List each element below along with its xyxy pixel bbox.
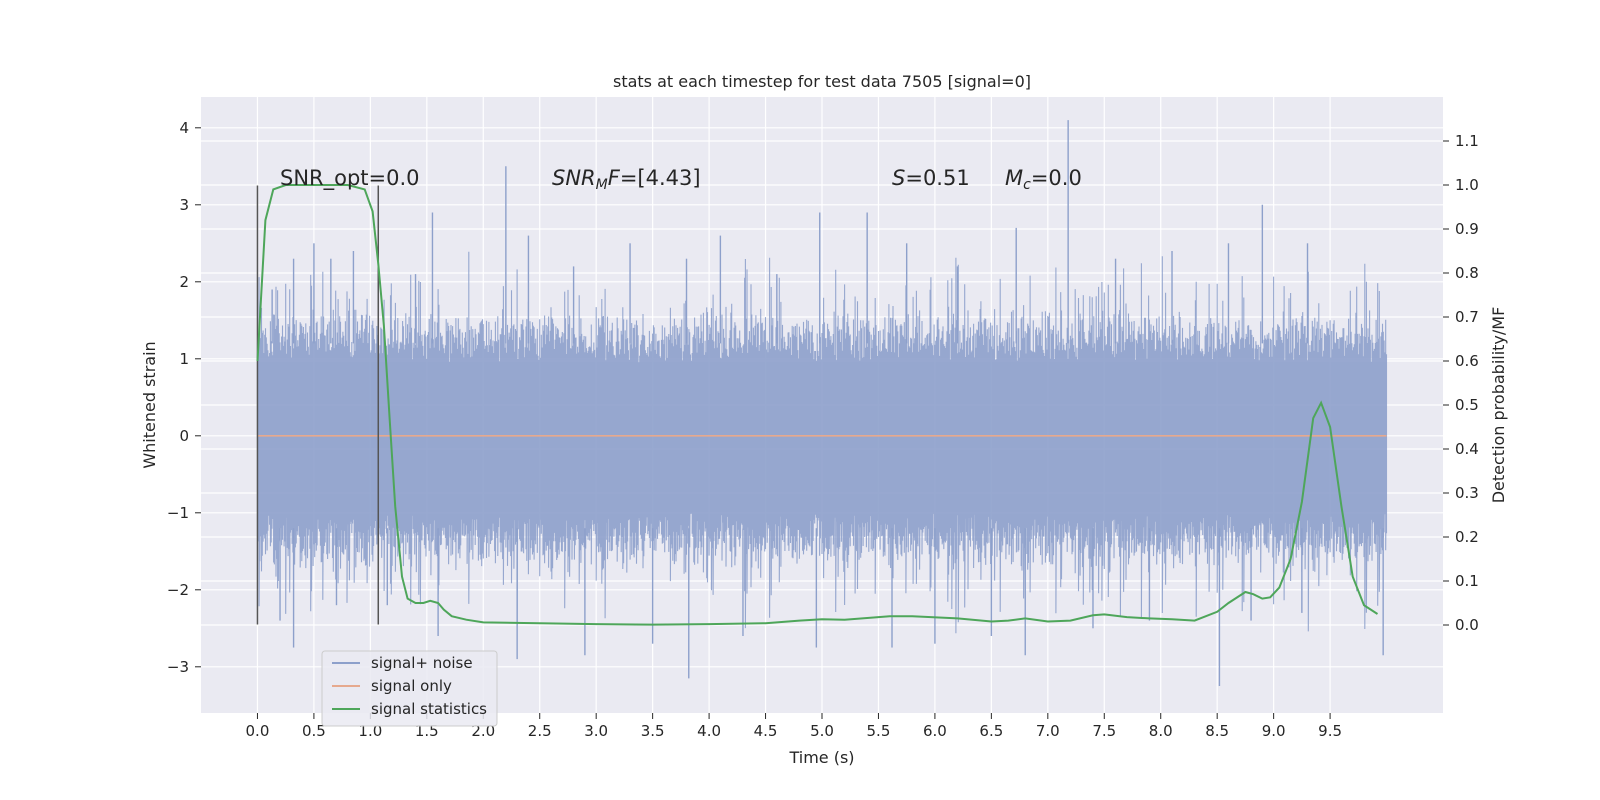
- x-tick-label-19: 9.5: [1318, 722, 1342, 740]
- left-y-tick-label-5: 2: [179, 273, 189, 291]
- left-y-axis-label: Whitened strain: [140, 341, 159, 468]
- x-tick-label-14: 7.0: [1036, 722, 1060, 740]
- legend-box: [321, 650, 498, 727]
- right-y-tick-label-8: 0.8: [1455, 264, 1479, 282]
- x-axis-label: Time (s): [788, 748, 854, 767]
- left-y-tick-label-0: −3: [167, 658, 189, 676]
- right-y-tick-label-4: 0.4: [1455, 440, 1479, 458]
- x-tick-label-8: 4.0: [697, 722, 721, 740]
- legend: signal+ noise signal only signal statist…: [321, 650, 498, 727]
- right-y-tick-label-6: 0.6: [1455, 352, 1479, 370]
- legend-label-signal-statistics: signal statistics: [371, 700, 487, 718]
- series-signal-noise: [256, 120, 1388, 687]
- right-y-tick-label-10: 1.0: [1455, 176, 1479, 194]
- annotation-snr-opt: SNR_opt=0.0: [280, 166, 420, 191]
- right-y-tick-label-5: 0.5: [1455, 396, 1479, 414]
- x-tick-label-11: 5.5: [867, 722, 891, 740]
- x-tick-label-17: 8.5: [1205, 722, 1229, 740]
- series-signal-statistics: [256, 184, 1379, 626]
- x-tick-label-12: 6.0: [923, 722, 947, 740]
- right-y-tick-label-0: 0.0: [1455, 616, 1479, 634]
- left-y-ticks: −3 −2 −1 0 1 2 3 4: [167, 119, 201, 676]
- x-tick-label-10: 5.0: [810, 722, 834, 740]
- left-y-tick-label-7: 4: [179, 119, 189, 137]
- annotation-mc: Mc=0.0: [1005, 166, 1082, 193]
- x-ticks: 0.0 0.5 1.0 1.5 2.0 2.5 3.0 3.5 4.0 4.5 5.0 5.5 6.0 6…: [246, 713, 1342, 740]
- right-y-tick-label-9: 0.9: [1455, 220, 1479, 238]
- x-tick-label-13: 6.5: [979, 722, 1003, 740]
- x-tick-label-0: 0.0: [246, 722, 270, 740]
- annotation-s: S=0.51: [892, 166, 970, 190]
- legend-label-signal-only: signal only: [371, 677, 452, 695]
- right-y-ticks: 0.0 0.1 0.2 0.3 0.4 0.5 0.6 0.7 0.8 0.9 1.0 1.1: [1443, 132, 1479, 634]
- left-y-tick-label-1: −2: [167, 581, 189, 599]
- signal-statistics-line: [256, 184, 1379, 626]
- right-y-tick-label-1: 0.1: [1455, 572, 1479, 590]
- right-y-axis-label: Detection probability/MF: [1489, 307, 1508, 504]
- right-y-tick-label-7: 0.7: [1455, 308, 1479, 326]
- x-tick-label-9: 4.5: [754, 722, 778, 740]
- legend-label-signal-noise: signal+ noise: [371, 654, 473, 672]
- x-tick-label-7: 3.5: [641, 722, 665, 740]
- left-y-tick-label-3: 0: [179, 427, 189, 445]
- x-tick-label-18: 9.0: [1262, 722, 1286, 740]
- annotation-snr-mf: SNRMF=[4.43]: [552, 166, 701, 193]
- right-y-tick-label-2: 0.2: [1455, 528, 1479, 546]
- right-y-tick-label-3: 0.3: [1455, 484, 1479, 502]
- left-y-tick-label-2: −1: [167, 504, 189, 522]
- x-tick-label-15: 7.5: [1092, 722, 1116, 740]
- chart-title: stats at each timestep for test data 750…: [613, 72, 1031, 91]
- x-tick-label-16: 8.0: [1149, 722, 1173, 740]
- x-tick-label-1: 0.5: [302, 722, 326, 740]
- left-y-tick-label-4: 1: [179, 350, 189, 368]
- x-tick-label-6: 3.0: [584, 722, 608, 740]
- x-tick-label-5: 2.5: [528, 722, 552, 740]
- right-y-tick-label-11: 1.1: [1455, 132, 1479, 150]
- left-y-tick-label-6: 3: [179, 196, 189, 214]
- signal-noise-trace: [256, 251, 1388, 634]
